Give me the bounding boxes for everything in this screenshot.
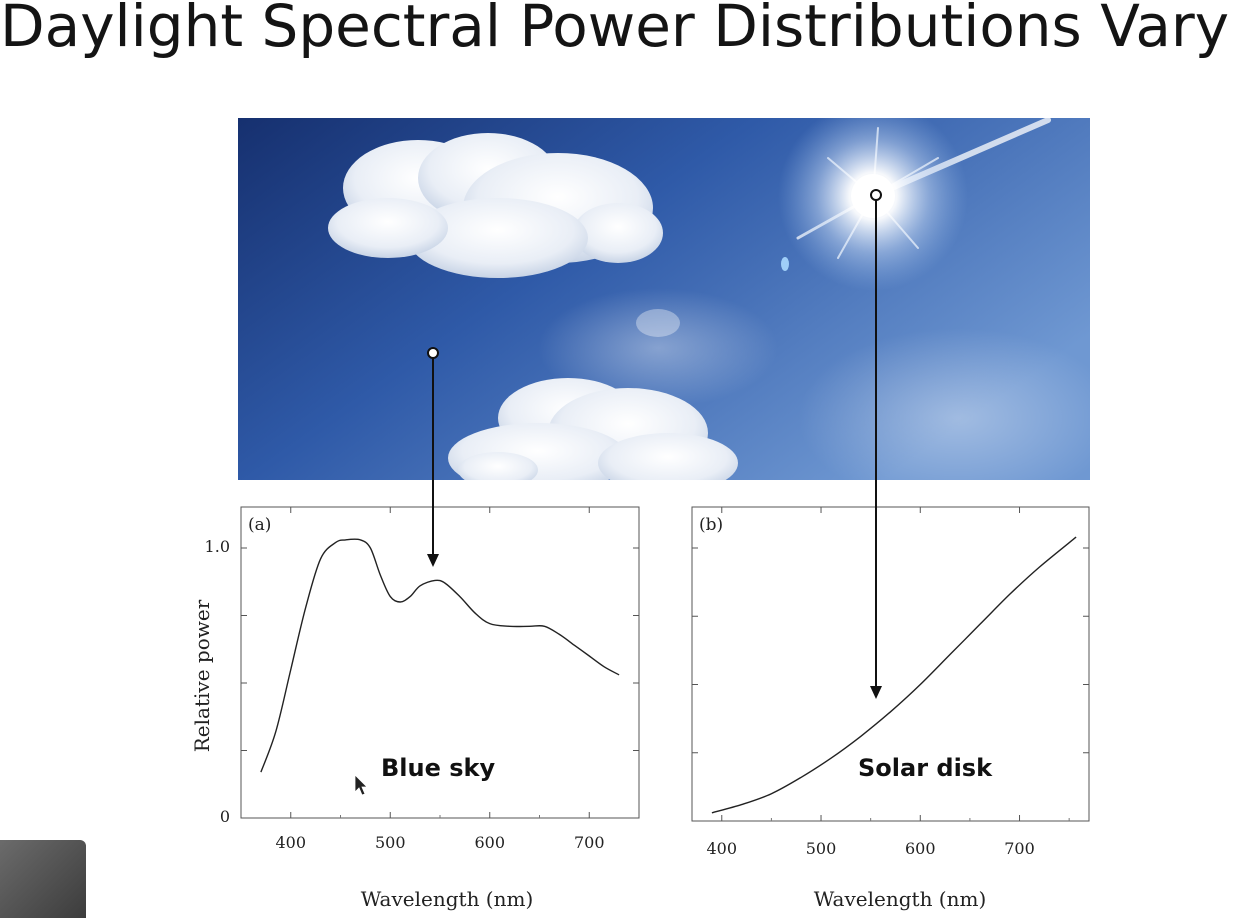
panel-a-ylabel: Relative power	[190, 599, 214, 752]
panel-a-xlabel: Wavelength (nm)	[361, 887, 534, 911]
panel-b-label: (b)	[699, 515, 723, 535]
x-tick-label-400: 400	[707, 839, 738, 858]
panel-b-ticks: 400 500 600 700	[692, 507, 1089, 858]
solar-disk-curve	[711, 536, 1077, 814]
mouse-cursor	[354, 774, 368, 796]
panel-b-xlabel: Wavelength (nm)	[814, 887, 987, 911]
x-tick-label-600: 600	[905, 839, 936, 858]
sun-arrow	[870, 189, 882, 699]
slide-title: Daylight Spectral Power Distributions Va…	[0, 0, 1230, 60]
x-tick-label-400: 400	[275, 833, 306, 852]
blue-sky-annotation: Blue sky	[381, 754, 495, 782]
x-tick-label-700: 700	[574, 833, 605, 852]
x-tick-label-700: 700	[1004, 839, 1035, 858]
panel-a-ticks: 400 500 600 700	[241, 507, 639, 852]
panel-a-label: (a)	[248, 515, 271, 535]
sky-arrow	[427, 347, 439, 567]
blue-sky-curve	[260, 538, 620, 773]
panel-a-ytick-1: 1.0	[205, 537, 230, 556]
solar-disk-annotation: Solar disk	[858, 754, 993, 782]
sky-photo	[238, 118, 1090, 480]
webcam-overlay	[0, 840, 86, 918]
panel-b-frame	[691, 506, 1090, 822]
panel-a-ytick-0: 0	[220, 807, 230, 826]
x-tick-label-600: 600	[474, 833, 505, 852]
cloud-lower	[448, 378, 738, 480]
x-tick-label-500: 500	[806, 839, 837, 858]
cloud-upper	[328, 133, 663, 278]
x-tick-label-500: 500	[375, 833, 406, 852]
